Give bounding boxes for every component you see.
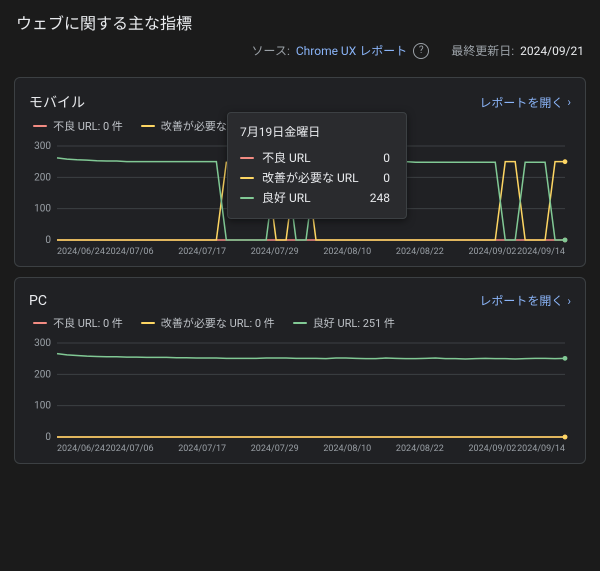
- swatch-good: [293, 322, 307, 324]
- svg-text:2024/07/06: 2024/07/06: [106, 444, 154, 454]
- svg-text:2024/07/17: 2024/07/17: [178, 247, 226, 257]
- svg-text:2024/08/10: 2024/08/10: [323, 444, 371, 454]
- tooltip-title: 7月19日金曜日: [240, 123, 390, 140]
- swatch-bad: [33, 125, 47, 127]
- legend-bad: 不良 URL: 0 件: [33, 315, 123, 331]
- mobile-chart: 7月19日金曜日 不良 URL0改善が必要な URL0良好 URL248 010…: [29, 140, 571, 260]
- pc-title: PC: [29, 293, 47, 309]
- svg-text:100: 100: [34, 401, 51, 412]
- chevron-right-icon: ›: [567, 95, 571, 109]
- source-link[interactable]: Chrome UX レポート: [296, 42, 407, 59]
- svg-text:2024/09/14: 2024/09/14: [517, 247, 565, 257]
- svg-text:2024/07/29: 2024/07/29: [251, 247, 299, 257]
- svg-text:2024/06/24: 2024/06/24: [57, 444, 105, 454]
- svg-text:200: 200: [34, 369, 51, 380]
- page-title: ウェブに関する主な指標: [16, 10, 584, 34]
- svg-text:300: 300: [34, 338, 51, 349]
- pc-legend: 不良 URL: 0 件 改善が必要な URL: 0 件 良好 URL: 251 …: [33, 315, 571, 331]
- pc-open-report-link[interactable]: レポートを開く ›: [479, 292, 571, 309]
- mobile-open-report-link[interactable]: レポートを開く ›: [479, 94, 571, 111]
- svg-text:0: 0: [45, 235, 51, 246]
- source-row: ソース: Chrome UX レポート ? 最終更新日: 2024/09/21: [0, 38, 600, 69]
- last-updated-value: 2024/09/21: [520, 44, 584, 58]
- swatch-needs: [141, 125, 155, 127]
- svg-text:2024/08/10: 2024/08/10: [323, 247, 371, 257]
- svg-text:2024/06/24: 2024/06/24: [57, 247, 105, 257]
- svg-text:300: 300: [34, 141, 51, 152]
- chart-tooltip: 7月19日金曜日 不良 URL0改善が必要な URL0良好 URL248: [227, 112, 407, 219]
- swatch-needs: [141, 322, 155, 324]
- svg-text:100: 100: [34, 204, 51, 215]
- legend-bad: 不良 URL: 0 件: [33, 118, 123, 134]
- source-label: ソース:: [252, 42, 290, 59]
- legend-needs: 改善が必要な URL: 0 件: [141, 315, 275, 331]
- svg-text:0: 0: [45, 432, 51, 443]
- swatch-bad: [33, 322, 47, 324]
- svg-text:2024/07/06: 2024/07/06: [106, 247, 154, 257]
- svg-text:200: 200: [34, 172, 51, 183]
- mobile-card: モバイル レポートを開く › 不良 URL: 0 件 改善が必要な URL: 7…: [14, 77, 586, 267]
- open-report-label: レポートを開く: [479, 292, 563, 309]
- svg-text:2024/07/29: 2024/07/29: [251, 444, 299, 454]
- svg-text:2024/09/02: 2024/09/02: [468, 247, 516, 257]
- chevron-right-icon: ›: [567, 294, 571, 308]
- svg-text:2024/07/17: 2024/07/17: [178, 444, 226, 454]
- svg-text:2024/08/22: 2024/08/22: [396, 444, 444, 454]
- open-report-label: レポートを開く: [479, 94, 563, 111]
- svg-text:2024/09/14: 2024/09/14: [517, 444, 565, 454]
- pc-card: PC レポートを開く › 不良 URL: 0 件 改善が必要な URL: 0 件…: [14, 277, 586, 464]
- help-icon[interactable]: ?: [413, 43, 429, 59]
- svg-text:2024/08/22: 2024/08/22: [396, 247, 444, 257]
- pc-chart: 0 100 200 300 2024/06/242024/07/06 2024/07/17…: [29, 337, 571, 457]
- mobile-title: モバイル: [29, 92, 85, 112]
- svg-text:2024/09/02: 2024/09/02: [468, 444, 516, 454]
- legend-good: 良好 URL: 251 件: [293, 315, 395, 331]
- last-updated-label: 最終更新日:: [451, 42, 514, 59]
